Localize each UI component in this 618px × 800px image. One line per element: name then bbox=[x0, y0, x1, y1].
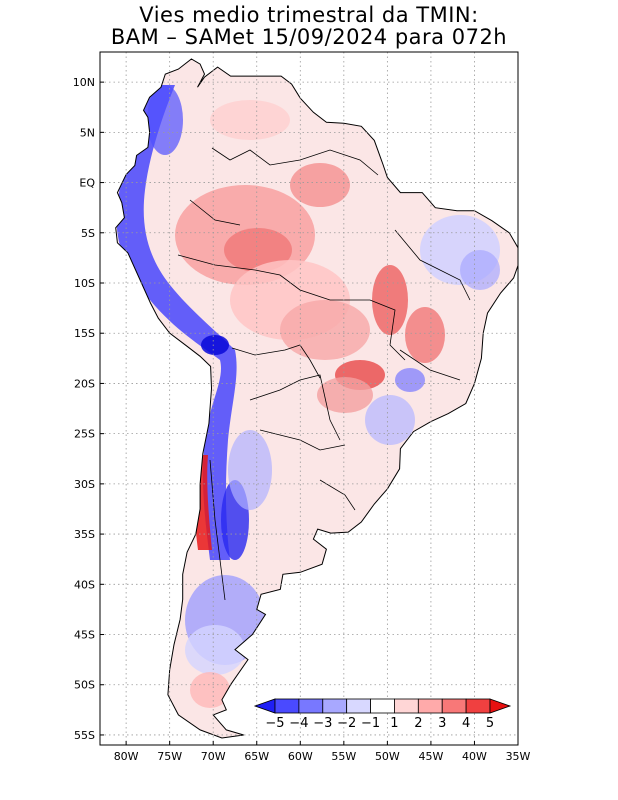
warm-bias-patch bbox=[290, 163, 350, 207]
lon-tick-label: 50W bbox=[375, 750, 400, 763]
colorbar-arrow-max bbox=[489, 698, 512, 714]
colorbar-label: −4 bbox=[289, 716, 308, 731]
colorbar-label: 2 bbox=[414, 716, 422, 731]
lon-tick-label: 40W bbox=[462, 750, 487, 763]
warm-bias-patch bbox=[190, 672, 230, 708]
border-line bbox=[231, 344, 321, 379]
andes-cold-bias bbox=[116, 85, 237, 560]
border-line bbox=[399, 349, 461, 381]
lat-tick-label: 30S bbox=[74, 478, 95, 491]
border-line bbox=[394, 229, 471, 301]
lon-tick-label: 45W bbox=[418, 750, 443, 763]
lon-tick-label: 70W bbox=[201, 750, 226, 763]
map-title-line-2: BAM – SAMet 15/09/2024 para 072h bbox=[110, 25, 508, 49]
lat-tick-label: 5S bbox=[81, 227, 95, 240]
cold-bias-core bbox=[201, 335, 229, 355]
colorbar-label: 5 bbox=[486, 716, 494, 731]
warm-bias-patch bbox=[372, 265, 408, 335]
lon-tick-label: 65W bbox=[244, 750, 269, 763]
warm-bias-patch bbox=[224, 228, 292, 272]
border-line bbox=[330, 299, 406, 361]
warm-bias-patch bbox=[317, 377, 373, 413]
colorbar-label: −3 bbox=[313, 716, 332, 731]
colorbar-label: −5 bbox=[265, 716, 284, 731]
lon-tick-label: 55W bbox=[331, 750, 356, 763]
colorbar-swatch bbox=[322, 698, 348, 714]
colorbar-swatch bbox=[394, 698, 419, 714]
cool-bias-patch bbox=[228, 430, 272, 510]
lat-tick-label: 25S bbox=[74, 428, 95, 441]
warm-bias-patch bbox=[405, 307, 445, 363]
lat-tick-label: 40S bbox=[74, 578, 95, 591]
colorbar-swatch bbox=[465, 698, 491, 714]
border-line bbox=[177, 254, 331, 301]
lat-tick-label: 10S bbox=[74, 277, 95, 290]
map-title-line-1: Vies medio trimestral da TMIN: bbox=[139, 3, 479, 27]
lon-tick-label: 80W bbox=[114, 750, 139, 763]
lat-tick-label: 20S bbox=[74, 377, 95, 390]
colorbar-swatch bbox=[274, 698, 300, 714]
lat-lon-grid bbox=[100, 52, 518, 745]
border-line bbox=[249, 374, 341, 441]
warm-bias-patch bbox=[280, 300, 370, 360]
lon-tick-label: 60W bbox=[288, 750, 313, 763]
warm-bias-patch bbox=[210, 100, 290, 140]
cool-bias-patch bbox=[365, 395, 415, 445]
lon-tick-label: 35W bbox=[506, 750, 531, 763]
lat-tick-label: 45S bbox=[74, 629, 95, 642]
latitude-tick-labels: 10N 5N EQ 5S 10S 15S 20S 25S 30S 35S 40S 45S 50S 55S bbox=[73, 76, 104, 742]
colorbar-label: 4 bbox=[462, 716, 470, 731]
lat-tick-label: 10N bbox=[73, 76, 95, 89]
colorbar-swatch bbox=[298, 698, 324, 714]
lat-tick-label: 50S bbox=[74, 679, 95, 692]
longitude-tick-labels: 80W 75W 70W 65W 60W 55W 50W 45W 40W 35W bbox=[114, 741, 531, 763]
cool-bias-patch bbox=[395, 368, 425, 392]
colorbar-swatch bbox=[417, 698, 443, 714]
cool-bias-patch bbox=[460, 250, 500, 290]
border-line bbox=[209, 459, 226, 601]
border-line bbox=[259, 429, 346, 451]
colorbar-swatch bbox=[346, 698, 371, 714]
map-frame bbox=[99, 51, 519, 746]
lat-tick-label: 15S bbox=[74, 327, 95, 340]
border-line bbox=[189, 199, 241, 226]
colorbar-label: 1 bbox=[390, 716, 398, 731]
colorbar-label: −2 bbox=[337, 716, 356, 731]
colorbar-label: 3 bbox=[438, 716, 446, 731]
border-line bbox=[319, 479, 356, 511]
lat-tick-label: 5N bbox=[80, 126, 95, 139]
colorbar-swatch bbox=[441, 698, 467, 714]
country-borders bbox=[177, 147, 471, 601]
coastline bbox=[115, 58, 518, 739]
cool-bias-patch bbox=[147, 85, 183, 155]
colorbar-swatch bbox=[370, 698, 395, 714]
cool-bias-patch bbox=[185, 625, 245, 675]
border-line bbox=[211, 147, 379, 176]
lat-tick-label: 55S bbox=[74, 729, 95, 742]
lat-tick-label: EQ bbox=[79, 177, 95, 190]
colorbar-label: −1 bbox=[361, 716, 380, 731]
colorbar: −5 −4 −3 −2 −1 1 2 3 4 5 bbox=[253, 698, 512, 731]
lon-tick-label: 75W bbox=[157, 750, 182, 763]
lat-tick-label: 35S bbox=[74, 528, 95, 541]
